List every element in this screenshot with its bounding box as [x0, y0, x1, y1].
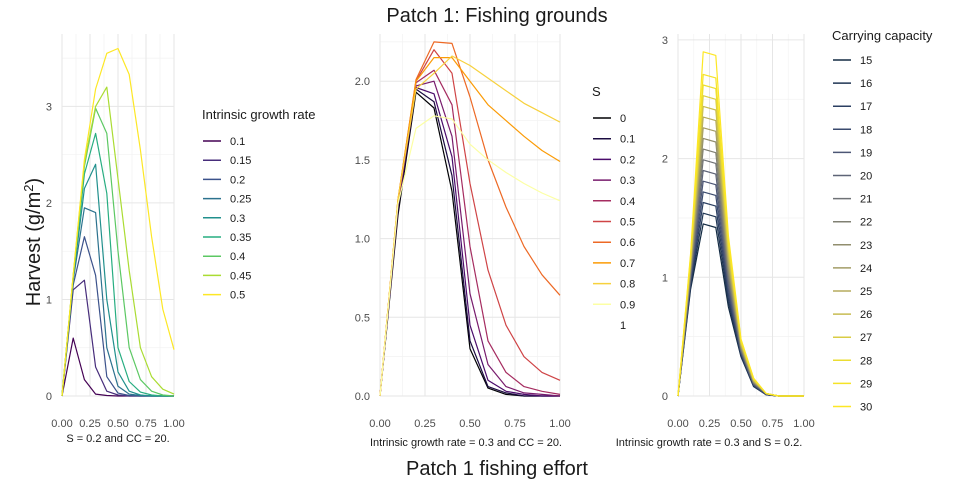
legend-label-15: 15 — [860, 55, 872, 67]
legend-1: Intrinsic growth rate 0.1 0.15 0.2 0.25 0.3 0.… — [202, 107, 315, 302]
y-label-superscript: 2 — [21, 184, 36, 191]
legend-label-23: 23 — [860, 240, 872, 252]
legend-label-18: 18 — [860, 124, 872, 136]
legend-label-0.35: 0.35 — [230, 232, 251, 244]
x-tick-label: 0.00 — [667, 418, 688, 430]
legend-title: Intrinsic growth rate — [202, 107, 315, 122]
y-tick-label: 0 — [662, 391, 668, 403]
y-tick-label: 1.0 — [355, 234, 370, 246]
legend-label-0.4: 0.4 — [620, 196, 635, 208]
legend-label-29: 29 — [860, 378, 872, 390]
y-tick-label: 0.0 — [355, 391, 370, 403]
series-line-0.7 — [379, 56, 561, 397]
legend-title: S — [592, 84, 601, 99]
legend-label-22: 22 — [860, 217, 872, 229]
legend-label-0.5: 0.5 — [620, 217, 635, 229]
legend-label-25: 25 — [860, 286, 872, 298]
legend-2: S 0 0.1 0.2 0.3 0.4 0.5 0.6 0.7 0.8 0.9 1 — [592, 84, 635, 332]
panel-caption: Intrinsic growth rate = 0.3 and CC = 20. — [370, 437, 562, 449]
series-line-0.8 — [379, 55, 561, 397]
series-line-0.5 — [61, 47, 175, 397]
legend-label-0.2: 0.2 — [230, 174, 245, 186]
series-line-0.9 — [379, 115, 561, 397]
legend-label-19: 19 — [860, 147, 872, 159]
y-tick-label: 1.5 — [355, 155, 370, 167]
legend-label-17: 17 — [860, 101, 872, 113]
x-tick-label: 0.00 — [51, 418, 72, 430]
panel-caption: Intrinsic growth rate = 0.3 and S = 0.2. — [616, 437, 803, 449]
figure-title: Patch 1: Fishing grounds — [386, 5, 607, 27]
x-tick-label: 0.25 — [699, 418, 720, 430]
legend-label-30: 30 — [860, 402, 872, 414]
y-tick-label: 3 — [662, 35, 668, 47]
legend-label-0.8: 0.8 — [620, 279, 635, 291]
x-tick-label: 0.00 — [369, 418, 390, 430]
legend-label-20: 20 — [860, 171, 872, 183]
y-tick-label: 2 — [46, 198, 52, 210]
y-tick-label: 2.0 — [355, 76, 370, 88]
panel-1: 0.00 0.25 0.50 0.75 1.00 0 1 2 3 S = 0.2 and CC =… — [46, 34, 315, 445]
x-tick-label: 0.50 — [107, 418, 128, 430]
legend-label-16: 16 — [860, 78, 872, 90]
legend-label-1: 1 — [620, 320, 626, 332]
x-tick-label: 0.50 — [459, 418, 480, 430]
x-tick-label: 0.25 — [414, 418, 435, 430]
legend-label-0.9: 0.9 — [620, 299, 635, 311]
legend-label-0.2: 0.2 — [620, 154, 635, 166]
legend-label-0.15: 0.15 — [230, 155, 251, 167]
legend-label-27: 27 — [860, 332, 872, 344]
legend-label-0.3: 0.3 — [230, 213, 245, 225]
series-line-0.3 — [61, 163, 174, 397]
legend-label-0.25: 0.25 — [230, 194, 251, 206]
figure-x-axis-label: Patch 1 fishing effort — [406, 458, 588, 480]
legend-title: Carrying capacity — [832, 28, 933, 43]
x-tick-label: 1.00 — [549, 418, 570, 430]
legend-label-26: 26 — [860, 309, 872, 321]
y-tick-label: 0 — [46, 391, 52, 403]
x-tick-label: 0.75 — [762, 418, 783, 430]
y-tick-label: 0.5 — [355, 312, 370, 324]
legend-label-0.4: 0.4 — [230, 251, 245, 263]
panel-caption: S = 0.2 and CC = 20. — [66, 433, 169, 445]
legend-label-0.5: 0.5 — [230, 290, 245, 302]
x-tick-label: 1.00 — [793, 418, 814, 430]
x-tick-label: 0.75 — [135, 418, 156, 430]
y-tick-label: 1 — [46, 294, 52, 306]
legend-label-0.1: 0.1 — [230, 136, 245, 148]
legend-label-0.45: 0.45 — [230, 270, 251, 282]
legend-3: Carrying capacity 15 16 17 18 19 20 21 22 23 24 25 2… — [832, 28, 933, 414]
x-tick-label: 1.00 — [163, 418, 184, 430]
y-tick-label: 3 — [46, 101, 52, 113]
legend-label-28: 28 — [860, 355, 872, 367]
legend-label-24: 24 — [860, 263, 872, 275]
legend-label-0: 0 — [620, 113, 626, 125]
y-tick-label: 1 — [662, 272, 668, 284]
x-tick-label: 0.25 — [79, 418, 100, 430]
y-label-main: Harvest (g/m — [23, 192, 45, 306]
legend-label-0.7: 0.7 — [620, 258, 635, 270]
y-tick-label: 2 — [662, 154, 668, 166]
figure-y-axis-label: Harvest (g/m2) — [21, 178, 46, 306]
x-tick-label: 0.50 — [730, 418, 751, 430]
legend-label-21: 21 — [860, 194, 872, 206]
y-label-close: ) — [23, 178, 45, 185]
legend-label-0.3: 0.3 — [620, 175, 635, 187]
series-line-30 — [677, 51, 804, 397]
x-tick-label: 0.75 — [504, 418, 525, 430]
panel-2: 0.00 0.25 0.50 0.75 1.000.00.51.01.52.0Intri… — [355, 34, 635, 449]
legend-label-0.6: 0.6 — [620, 237, 635, 249]
legend-label-0.1: 0.1 — [620, 134, 635, 146]
